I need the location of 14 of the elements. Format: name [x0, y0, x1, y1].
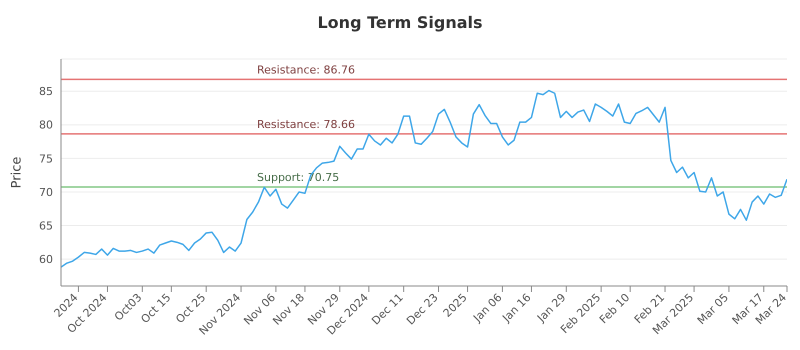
y-tick-label: 75	[39, 152, 53, 166]
chart-title: Long Term Signals	[316, 12, 484, 34]
y-tick-label: 60	[39, 253, 53, 266]
x-tick-label: Mar 05	[694, 290, 732, 328]
y-tick-label: 65	[39, 219, 53, 232]
ref-line-label: Resistance: 86.76	[257, 63, 355, 76]
y-tick-label: 70	[39, 186, 53, 199]
ref-line-label: Resistance: 78.66	[257, 118, 355, 131]
y-axis-title: Price	[10, 156, 25, 188]
x-tick-label: Dec 11	[369, 290, 406, 328]
y-tick-label: 80	[39, 118, 53, 132]
line-series	[61, 90, 787, 268]
x-tick-label: Dec 23	[404, 290, 441, 328]
y-tick-label: 85	[39, 85, 53, 98]
